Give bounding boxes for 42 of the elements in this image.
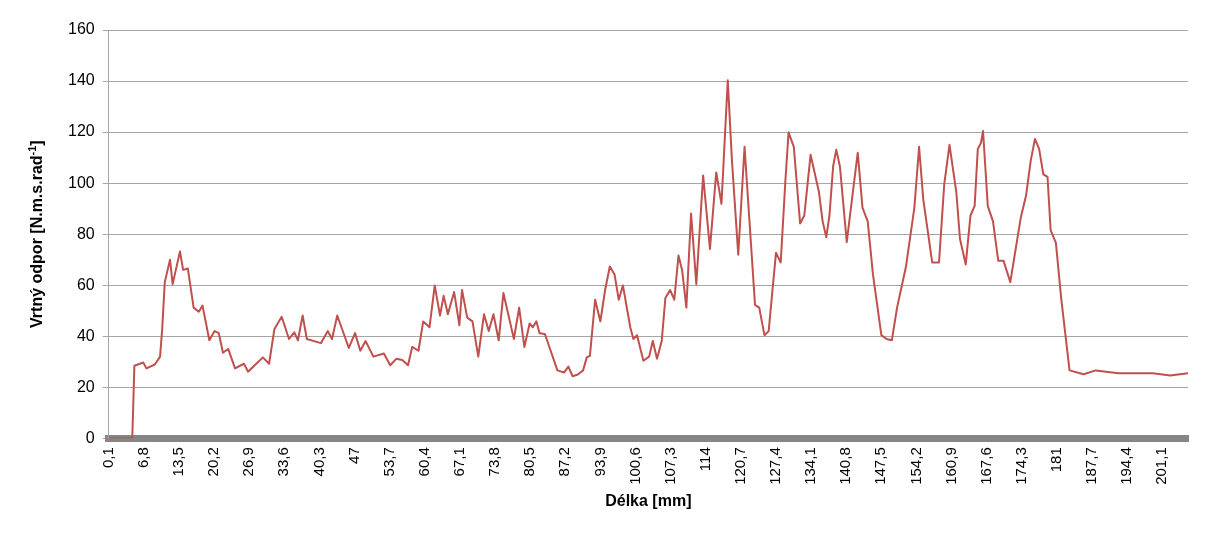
x-tick-label: 100,6 — [625, 447, 643, 485]
x-tick-label: 80,5 — [520, 447, 538, 477]
x-tick-label: 87,2 — [555, 447, 573, 477]
x-tick-label: 167,6 — [976, 447, 994, 485]
x-tick-label: 40,3 — [309, 447, 327, 477]
x-tick-label: 187,7 — [1082, 447, 1100, 485]
x-tick-label: 127,4 — [766, 447, 784, 485]
x-tick-label: 13,5 — [169, 447, 187, 477]
y-tick-label: 40 — [76, 326, 95, 344]
x-tick-label: 114 — [695, 447, 713, 472]
x-tick-label: 134,1 — [801, 447, 819, 485]
x-tick-label: 194,4 — [1117, 447, 1135, 485]
y-tick-label: 60 — [76, 275, 95, 293]
x-tick-label: 53,7 — [379, 447, 397, 477]
x-tick-label: 93,9 — [590, 447, 608, 477]
y-tick-label: 160 — [67, 20, 95, 38]
x-tick-label: 73,8 — [485, 447, 503, 477]
x-tick-label: 147,5 — [871, 447, 889, 485]
x-tick-label: 107,3 — [660, 447, 678, 485]
y-tick-label: 80 — [76, 224, 95, 242]
x-tick-label: 160,9 — [941, 447, 959, 485]
x-tick-label: 181 — [1047, 447, 1065, 473]
x-tick-label: 33,6 — [274, 447, 292, 477]
y-tick-label: 140 — [67, 71, 95, 89]
x-tick-label: 47 — [344, 447, 362, 464]
y-tick-label: 0 — [85, 428, 95, 446]
x-tick-label: 20,2 — [204, 447, 222, 477]
x-tick-label: 67,1 — [450, 447, 468, 477]
x-axis-title: Délka [mm] — [605, 491, 692, 509]
x-tick-label: 60,4 — [414, 447, 432, 477]
x-tick-label: 120,7 — [731, 447, 749, 485]
y-tick-label: 20 — [76, 377, 95, 395]
y-tick-label: 100 — [67, 173, 95, 191]
y-tick-label: 120 — [67, 122, 95, 140]
x-tick-label: 201,1 — [1152, 447, 1170, 485]
x-tick-label: 0,1 — [98, 447, 116, 469]
y-axis-title: Vrtný odpor [N.m.s.rad-1] — [26, 140, 46, 328]
x-tick-label: 174,3 — [1011, 447, 1029, 485]
x-tick-label: 154,2 — [906, 447, 924, 485]
x-tick-label: 6,8 — [133, 447, 151, 469]
x-tick-label: 26,9 — [239, 447, 257, 477]
x-tick-label: 140,8 — [836, 447, 854, 485]
